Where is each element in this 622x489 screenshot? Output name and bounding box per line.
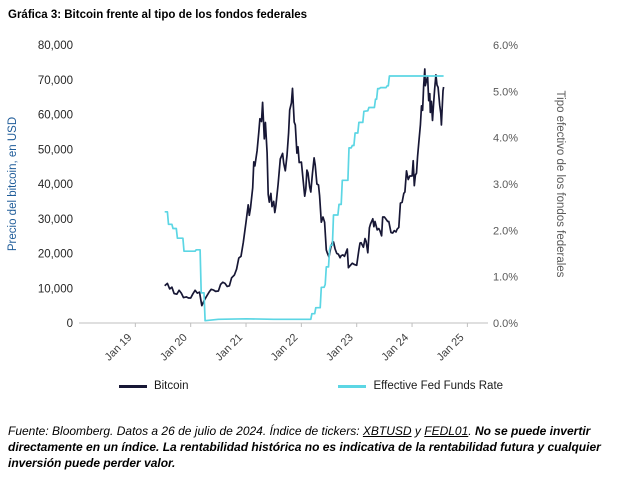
left-tick-label: 20,000 [38, 249, 73, 261]
legend-label-bitcoin: Bitcoin [153, 380, 189, 392]
x-tick-label: Jan 21 [213, 332, 245, 364]
footer-source: Fuente: Bloomberg. Datos a 26 de julio d… [8, 424, 363, 438]
right-tick-label: 4.0% [493, 133, 518, 145]
left-tick-label: 80,000 [38, 40, 73, 52]
footer-note: Fuente: Bloomberg. Datos a 26 de julio d… [0, 423, 622, 472]
right-tick-label: 3.0% [493, 179, 518, 191]
left-tick-label: 30,000 [38, 214, 73, 226]
legend-item-bitcoin: Bitcoin [118, 380, 189, 392]
left-tick-label: 40,000 [38, 179, 73, 191]
effective-fed-funds-rate-line [164, 75, 444, 322]
footer-ticker-xbtusd: XBTUSD [362, 424, 412, 438]
footer-period: . [468, 424, 475, 438]
legend: Bitcoin Effective Fed Funds Rate [0, 375, 622, 397]
right-tick-label: 0.0% [493, 318, 518, 330]
page-title: Gráfica 3: Bitcoin frente al tipo de los… [8, 9, 308, 21]
x-tick-label: Jan 19 [103, 332, 135, 364]
left-tick-label: 10,000 [38, 283, 73, 295]
bitcoin-line-swatch [118, 384, 147, 388]
line-chart: Jan 19 Jan 20 Jan 21 Jan 22 Jan 23 Jan 24 Jan … [7, 40, 566, 364]
footer-ticker-fedl01: FEDL01 [424, 424, 469, 438]
x-tick-label: Jan 24 [379, 332, 411, 364]
chart-area: Jan 19 Jan 20 Jan 21 Jan 22 Jan 23 Jan 24 Jan … [0, 23, 622, 375]
fed-funds-line-swatch [338, 384, 367, 388]
x-tick-label: Jan 22 [269, 332, 301, 364]
left-tick-label: 0 [67, 318, 73, 330]
left-axis-title: Precio del bitcoin, en USD [7, 117, 19, 251]
left-tick-label: 50,000 [38, 144, 73, 156]
x-tick-label: Jan 20 [158, 332, 190, 364]
footer-connector: y [411, 424, 425, 438]
right-tick-label: 5.0% [493, 86, 518, 98]
bitcoin-line [164, 68, 445, 307]
right-axis-title: Tipo efectivo de los fondos federales [554, 91, 566, 278]
right-tick-label: 2.0% [493, 225, 518, 237]
footer-disclaimer: No se puede invertir directamente en un … [8, 424, 601, 471]
right-tick-label: 1.0% [493, 272, 518, 284]
x-tick-label: Jan 25 [435, 332, 467, 364]
left-tick-label: 60,000 [38, 110, 73, 122]
right-tick-label: 6.0% [493, 40, 518, 52]
x-tick-label: Jan 23 [324, 332, 356, 364]
left-tick-label: 70,000 [38, 75, 73, 87]
legend-label-fed-funds: Effective Fed Funds Rate [373, 380, 504, 392]
legend-item-fed-funds: Effective Fed Funds Rate [338, 380, 503, 392]
